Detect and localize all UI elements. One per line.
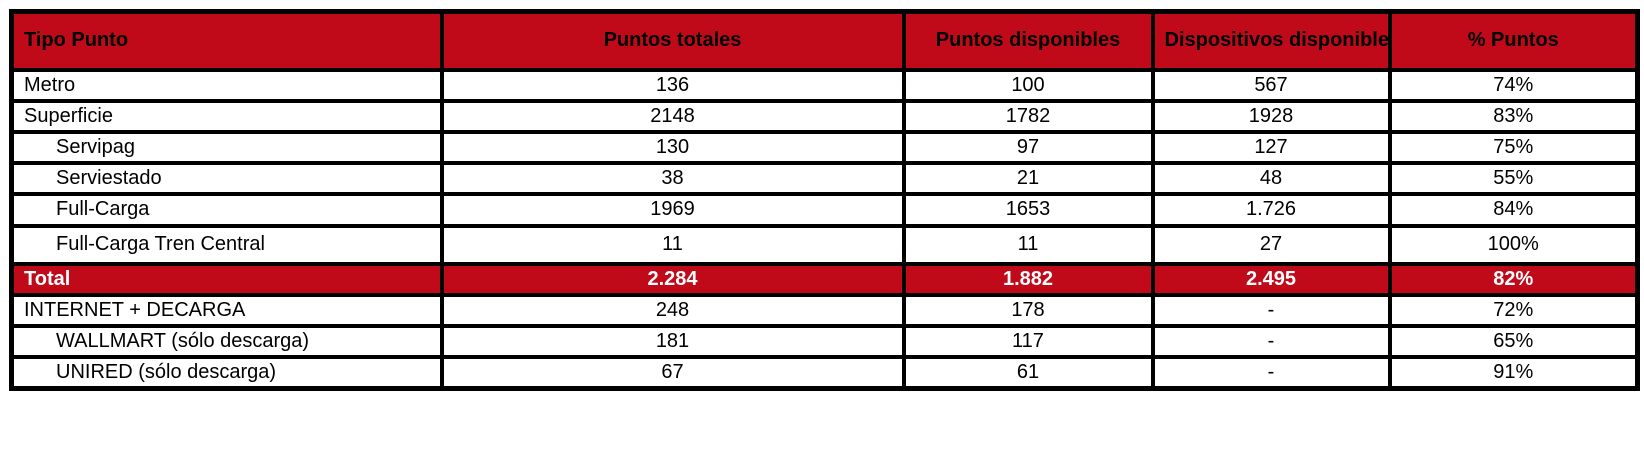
table-row: Metro 136 100 567 74% [9,67,1640,103]
row-label-cell: Servipag [9,129,444,165]
value-cell: 65% [1387,323,1640,359]
value-cell: 48 [1150,160,1392,196]
value-cell: 83% [1387,98,1640,134]
row-label-cell: WALLMART (sólo descarga) [9,323,444,359]
row-label-cell: Metro [9,67,444,103]
table-row: Serviestado 38 21 48 55% [9,160,1640,196]
value-cell: 100 [901,67,1155,103]
table-row: WALLMART (sólo descarga) 181 117-65% [9,323,1640,359]
value-cell: 1969 [439,191,906,228]
value-cell: 84% [1387,191,1640,228]
row-label-cell: Serviestado [9,160,444,196]
value-cell: 1.726 [1150,191,1392,228]
value-cell: 136 [439,67,906,103]
col-header-tipo-punto: Tipo Punto [9,9,444,72]
value-cell: - [1150,292,1392,328]
table-row: Full-Carga Tren Central 11 11 27 100% [9,223,1640,266]
value-cell: 2148 [439,98,906,134]
value-cell: 67 [439,354,906,390]
value-cell: 11 [901,223,1155,266]
row-label-cell: Total [9,261,444,297]
col-header-dispositivos-disponibles: Dispositivos disponibles [1150,9,1392,72]
total-row: Total 2.284 1.882 2.495 82% [9,261,1640,297]
table-row: Full-Carga 1969 1653 1.726 84% [9,191,1640,228]
table-row: INTERNET + DECARGA 248 178-72% [9,292,1640,328]
value-cell: - [1150,354,1392,390]
col-header-puntos-disponibles: Puntos disponibles [901,9,1155,72]
value-cell: 1.882 [901,261,1155,297]
value-cell: 100% [1387,223,1640,266]
value-cell: 82% [1387,261,1640,297]
value-cell: 11 [439,223,906,266]
value-cell: 130 [439,129,906,165]
value-cell: 74% [1387,67,1640,103]
value-cell: 2.495 [1150,261,1392,297]
value-cell: 567 [1150,67,1392,103]
row-label-cell: UNIRED (sólo descarga) [9,354,444,390]
table-row: UNIRED (sólo descarga) 67 61-91% [9,354,1640,390]
value-cell: 72% [1387,292,1640,328]
header-row: Tipo Punto Puntos totales Puntos disponi… [9,9,1640,72]
value-cell: 178 [901,292,1155,328]
value-cell: 55% [1387,160,1640,196]
value-cell: 1928 [1150,98,1392,134]
value-cell: 1782 [901,98,1155,134]
value-cell: 61 [901,354,1155,390]
col-header-puntos-totales: Puntos totales [439,9,906,72]
value-cell: 181 [439,323,906,359]
row-label-cell: Full-Carga [9,191,444,228]
table-body: Metro 136 100 567 74% Superficie 2148 1782 1928 8… [9,67,1640,390]
row-label-cell: Full-Carga Tren Central [9,223,444,266]
value-cell: - [1150,323,1392,359]
points-summary-table: Tipo Punto Puntos totales Puntos disponi… [9,9,1640,391]
value-cell: 38 [439,160,906,196]
value-cell: 117 [901,323,1155,359]
value-cell: 21 [901,160,1155,196]
value-cell: 248 [439,292,906,328]
value-cell: 27 [1150,223,1392,266]
report-page: Tipo Punto Puntos totales Puntos disponi… [9,9,1640,391]
row-label-cell: Superficie [9,98,444,134]
value-cell: 97 [901,129,1155,165]
value-cell: 1653 [901,191,1155,228]
row-label-cell: INTERNET + DECARGA [9,292,444,328]
table-row: Superficie 2148 1782 1928 83% [9,98,1640,134]
table-row: Servipag 130 97 127 75% [9,129,1640,165]
col-header-pct-puntos: % Puntos [1387,9,1640,72]
value-cell: 91% [1387,354,1640,390]
value-cell: 127 [1150,129,1392,165]
value-cell: 75% [1387,129,1640,165]
value-cell: 2.284 [439,261,906,297]
